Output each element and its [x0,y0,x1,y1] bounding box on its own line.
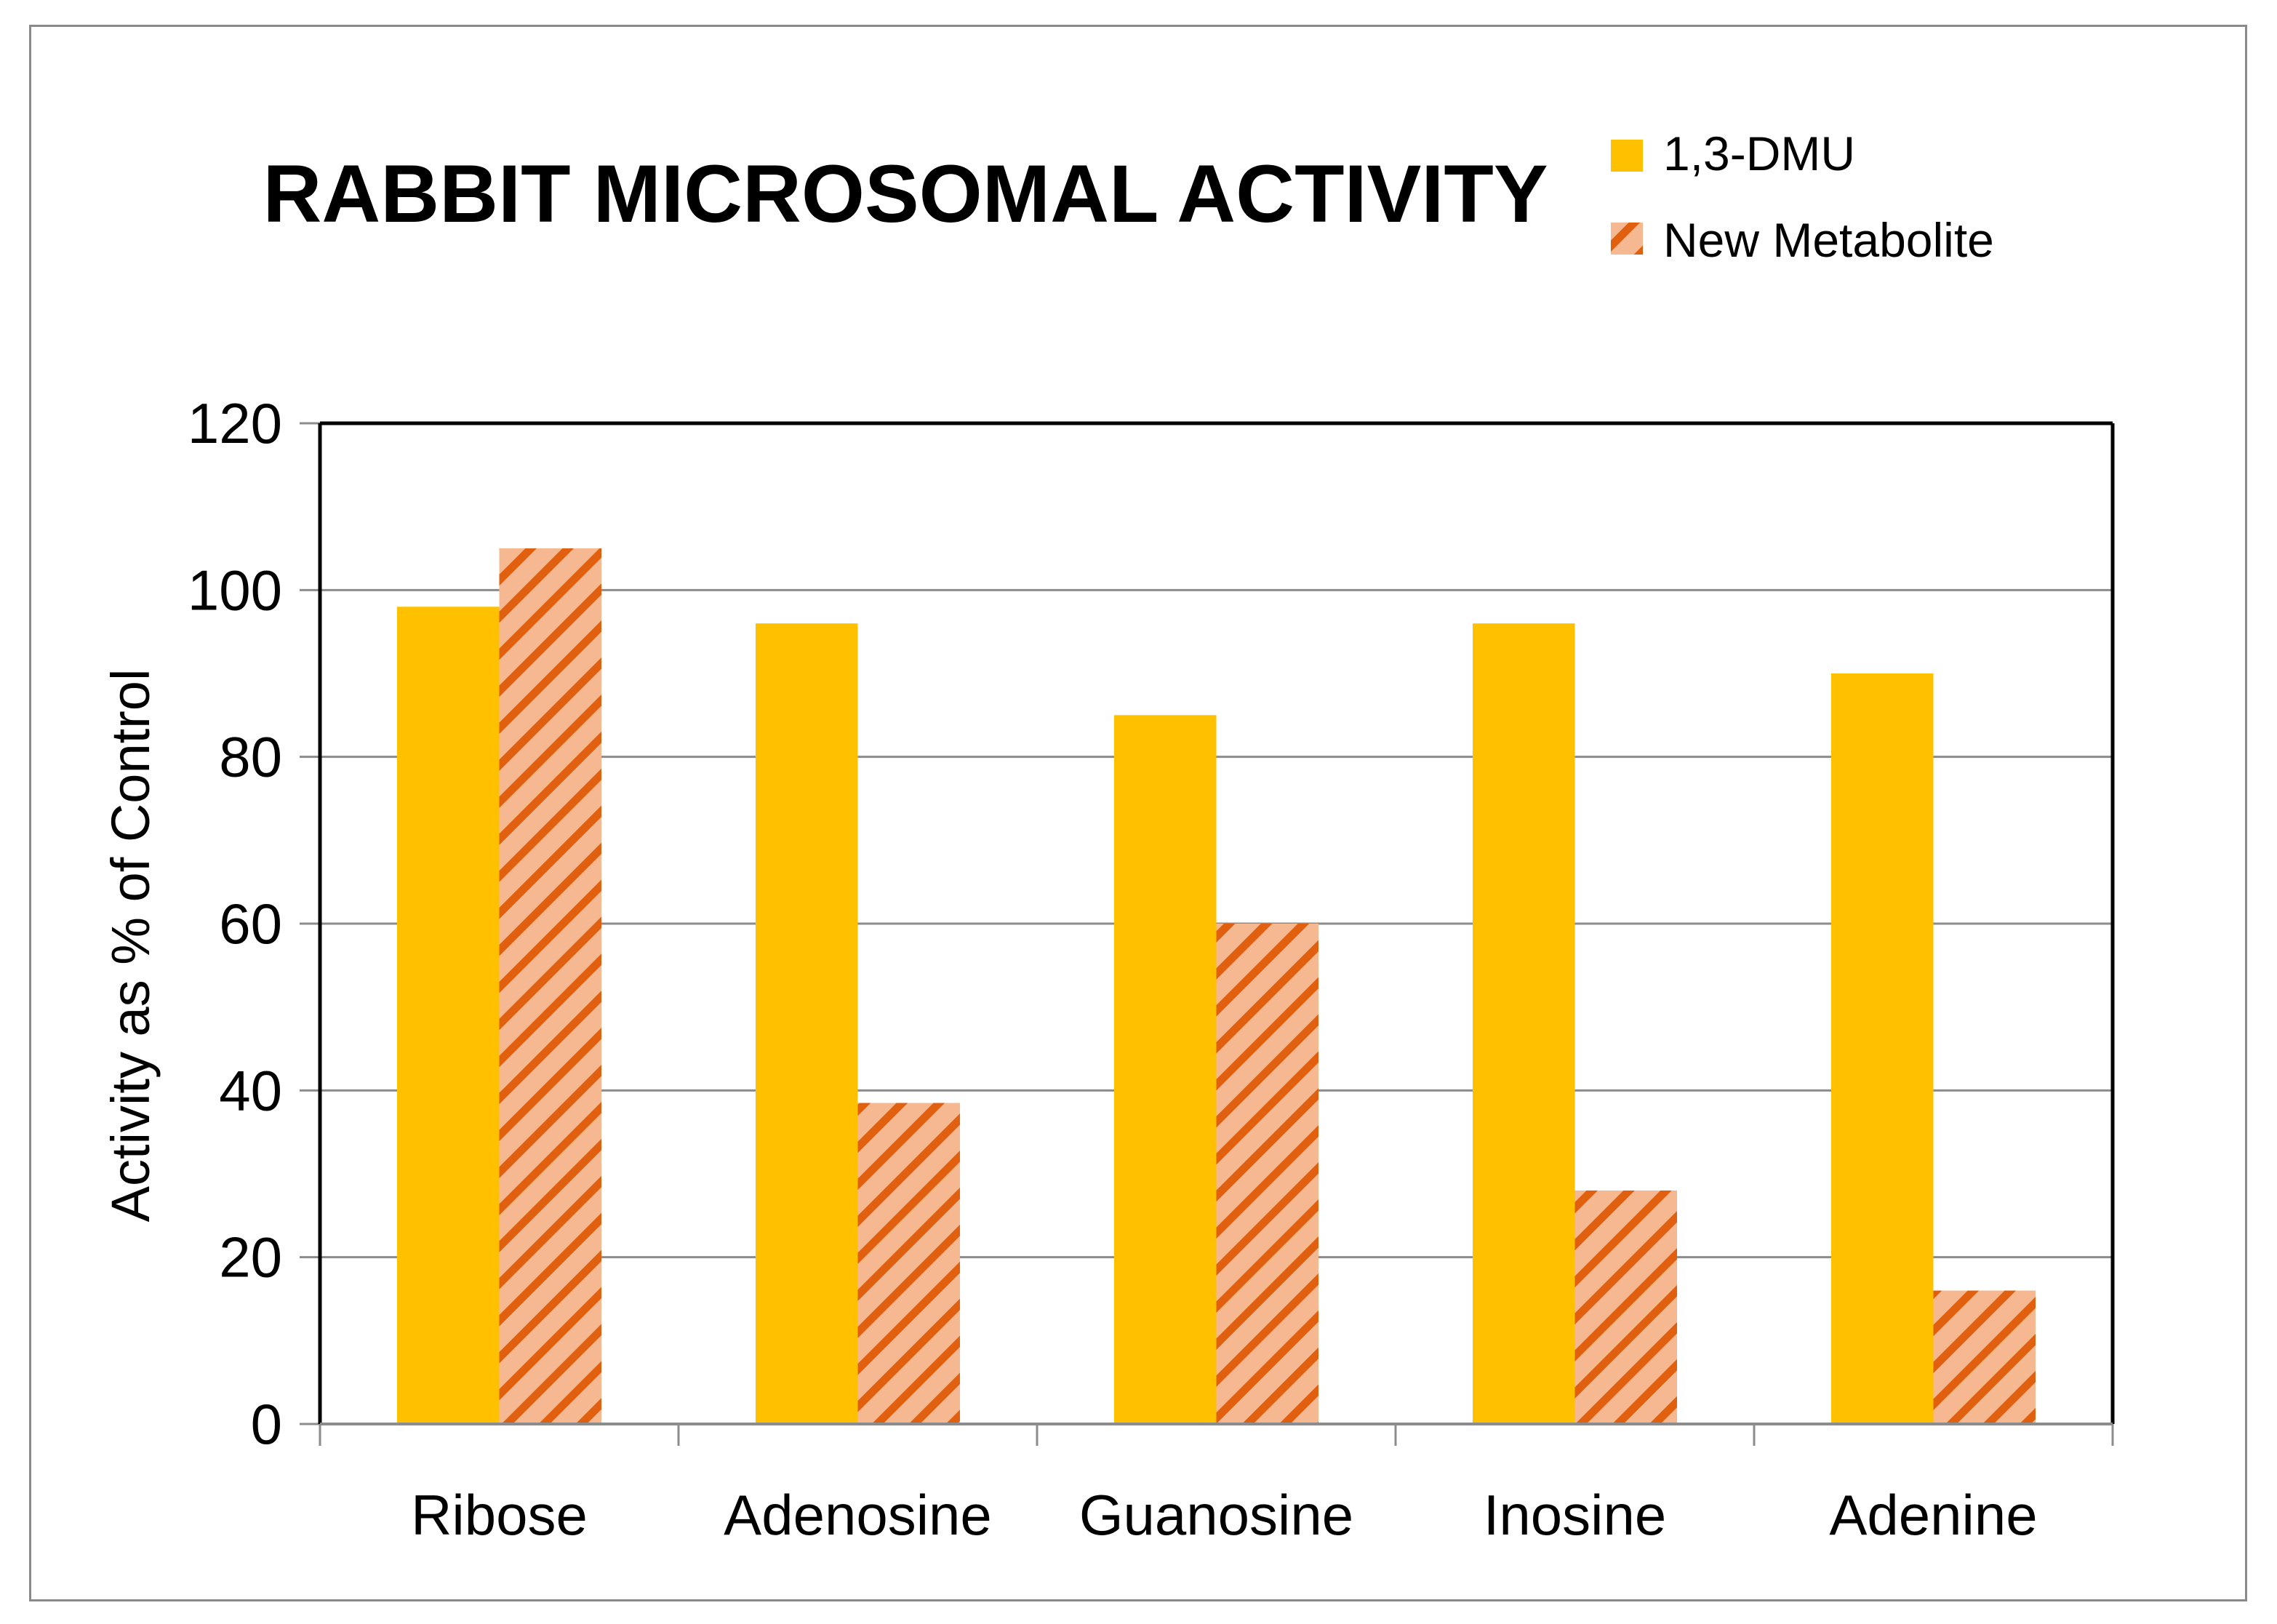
y-tick-label: 60 [219,892,282,956]
x-tick-label: Ribose [411,1483,588,1547]
bar-dmu [1830,673,1934,1424]
bar-dmu [396,607,500,1425]
legend-label-new-metabolite: New Metabolite [1663,213,1994,267]
y-tick-label: 0 [251,1392,282,1456]
x-tick-label: Inosine [1484,1483,1667,1547]
axes: 0 20 40 60 80 100 120 Ribose Adenosine Guanosine I… [188,391,2115,1547]
bar-dmu [755,623,858,1425]
y-tick-label: 40 [219,1058,282,1122]
x-tick-label: Adenine [1829,1483,2037,1547]
y-tick-label: 120 [188,391,282,455]
bar-dmu [1113,715,1217,1424]
bar-new-metabolite [1574,1190,1678,1424]
x-tick-label: Adenosine [724,1483,992,1547]
x-tick-label: Guanosine [1079,1483,1353,1547]
legend-swatch-new-metabolite [1611,223,1643,255]
y-axis-label: Activity as % of Control [100,669,161,1223]
bars [396,548,2036,1425]
bar-new-metabolite [857,1103,961,1424]
y-tick-label: 20 [219,1225,282,1289]
legend-swatch-dmu [1611,140,1643,172]
bar-new-metabolite [1933,1290,2036,1424]
legend-label-dmu: 1,3-DMU [1663,127,1855,180]
bar-new-metabolite [1216,924,1319,1424]
legend: 1,3-DMU New Metabolite [1611,127,1994,267]
y-tick-label: 100 [188,558,282,622]
y-tick-label: 80 [219,725,282,789]
bar-dmu [1472,623,1575,1425]
chart-title: RABBIT MICROSOMAL ACTIVITY [263,148,1548,239]
bar-new-metabolite [499,548,602,1424]
